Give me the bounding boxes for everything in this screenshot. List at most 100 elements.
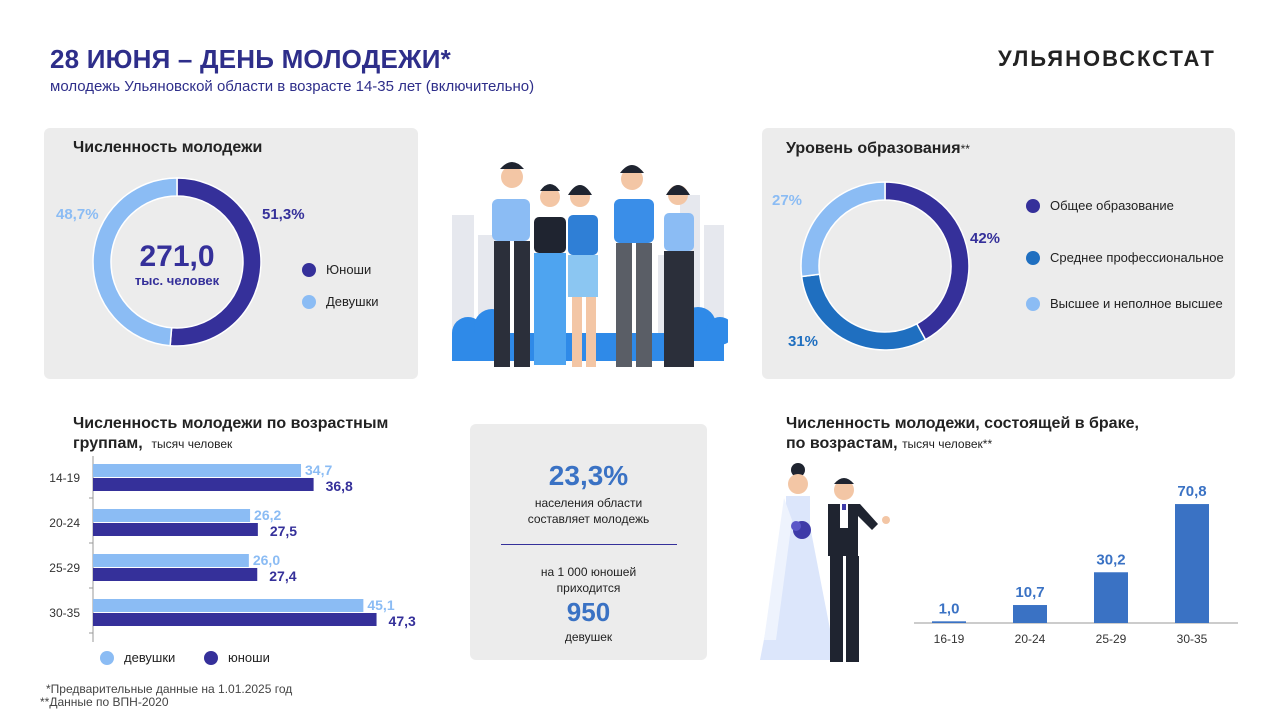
education-title-text: Уровень образования: [786, 140, 961, 157]
education-title-mark: **: [960, 142, 970, 156]
bride-icon: [760, 463, 836, 660]
married-value-label: 1,0: [939, 600, 960, 617]
groom-icon: [828, 478, 890, 662]
age-category-label: 25-29: [49, 561, 80, 575]
age-bar-boys: [93, 568, 258, 581]
legend-label: юноши: [228, 650, 270, 665]
footnote-1: *Предварительные данные на 1.01.2025 год: [46, 682, 293, 696]
age-value-girls: 45,1: [367, 597, 394, 613]
age-category-label: 30-35: [49, 606, 80, 620]
population-legend-boys: Юноши: [302, 262, 371, 277]
legend-label: Высшее и неполное высшее: [1050, 296, 1223, 311]
education-donut: [800, 181, 970, 351]
population-label-girls: 48,7%: [56, 206, 99, 223]
age-groups-chart: 14-19 34,736,8 20-24 26,227,5 25-29 26,027,4 3…: [49, 456, 416, 642]
donut-slice-higher: [800, 181, 886, 278]
education-label-vocational: 31%: [788, 333, 819, 350]
summary-card: 23,3% населения области составляет молод…: [470, 424, 707, 660]
legend-dot-light: [100, 650, 114, 665]
education-legend-general: Общее образование: [1026, 198, 1174, 213]
population-label-boys: 51,3%: [262, 206, 305, 223]
married-title: Численность молодежи, состоящей в браке,…: [786, 414, 1139, 454]
age-groups-title-line1: Численность молодежи по возрастным: [73, 415, 389, 432]
donut-slice-vocational: [800, 273, 927, 351]
legend-dot-dark: [302, 262, 316, 277]
married-value-label: 70,8: [1177, 483, 1206, 500]
age-groups-title: Численность молодежи по возрастным групп…: [73, 414, 388, 454]
legend-label: девушки: [124, 650, 176, 665]
married-bar: [932, 621, 966, 623]
age-bar-boys: [93, 478, 314, 491]
married-category-label: 20-24: [1015, 632, 1046, 646]
married-category-label: 25-29: [1096, 632, 1127, 646]
age-bar-girls: [93, 599, 364, 612]
age-value-girls: 34,7: [305, 462, 332, 478]
married-category-label: 16-19: [934, 632, 965, 646]
population-unit: тыс. человек: [135, 273, 220, 288]
married-title-text: по возрастам,: [786, 435, 898, 452]
summary-ratio-text1: на 1 000 юношей: [540, 565, 637, 579]
brand-logo: УЛЬЯНОВСКСТАТ: [998, 46, 1216, 71]
summary-percent-text2: составляет молодежь: [527, 512, 650, 526]
legend-dot-dark: [204, 650, 218, 665]
married-title-line2: по возрастам, тысяч человек**: [786, 434, 1139, 454]
age-bar-boys: [93, 523, 258, 536]
donut-slice-girls: [92, 177, 178, 347]
married-bar: [1094, 572, 1128, 623]
education-card: Уровень образования** 42% 31% 27% Общее …: [762, 128, 1235, 379]
education-label-higher: 27%: [772, 192, 803, 209]
education-legend-higher: Высшее и неполное высшее: [1026, 296, 1223, 311]
page-subtitle: молодежь Ульяновской области в возрасте …: [50, 78, 535, 95]
summary-percent-text1: населения области: [534, 496, 643, 510]
age-value-boys: 47,3: [389, 613, 416, 629]
married-unit: тысяч человек**: [902, 437, 993, 451]
age-value-girls: 26,2: [254, 507, 281, 523]
married-bar: [1013, 605, 1047, 623]
age-legend-girls: девушки: [100, 650, 175, 665]
legend-dot-light: [1026, 296, 1040, 311]
married-chart: 1,0 16-19 10,7 20-24 30,2 25-29 70,8 30-35: [914, 483, 1238, 646]
population-total: 271,0: [139, 240, 214, 273]
legend-label: Общее образование: [1050, 198, 1174, 213]
summary-ratio-value: 950: [566, 597, 611, 627]
age-bar-boys: [93, 613, 377, 626]
married-value-label: 30,2: [1096, 551, 1125, 568]
page-title: 28 ИЮНЯ – ДЕНЬ МОЛОДЕЖИ*: [50, 44, 451, 74]
married-title-line1: Численность молодежи, состоящей в браке,: [786, 415, 1139, 432]
youth-group-illustration: [452, 162, 728, 367]
population-donut: 271,0 тыс. человек: [92, 177, 262, 347]
legend-label: Среднее профессиональное: [1050, 250, 1224, 265]
education-label-general: 42%: [970, 230, 1001, 247]
legend-label: Юноши: [326, 262, 372, 277]
summary-divider: [500, 544, 677, 545]
legend-dot-dark: [1026, 198, 1040, 213]
education-legend-vocational: Среднее профессиональное: [1026, 250, 1224, 265]
age-groups-title-line2: группам, тысяч человек: [73, 434, 388, 454]
age-groups-unit: тысяч человек: [151, 437, 233, 451]
wedding-couple-illustration: [760, 463, 890, 662]
age-bar-girls: [93, 464, 302, 477]
footnote-2: **Данные по ВПН-2020: [40, 695, 169, 709]
age-value-boys: 27,4: [269, 568, 296, 584]
people-icon: [492, 162, 694, 367]
age-bar-girls: [93, 509, 251, 522]
age-category-label: 14-19: [49, 471, 80, 485]
married-category-label: 30-35: [1177, 632, 1208, 646]
age-category-label: 20-24: [49, 516, 80, 530]
married-bar: [1175, 504, 1209, 623]
legend-label: Девушки: [326, 294, 379, 309]
population-title: Численность молодежи: [73, 139, 263, 156]
summary-ratio-text2: приходится: [556, 581, 621, 595]
age-legend-boys: юноши: [204, 650, 270, 665]
summary-ratio-text3: девушек: [564, 630, 613, 644]
population-legend-girls: Девушки: [302, 294, 379, 309]
age-groups-title-text: группам,: [73, 435, 143, 452]
age-value-boys: 27,5: [270, 523, 297, 539]
donut-slice-general: [884, 181, 970, 341]
summary-percent: 23,3%: [548, 460, 629, 491]
age-value-boys: 36,8: [326, 478, 353, 494]
legend-dot-mid: [1026, 250, 1040, 265]
legend-dot-light: [302, 294, 316, 309]
education-title: Уровень образования**: [786, 140, 970, 158]
married-value-label: 10,7: [1015, 584, 1044, 601]
